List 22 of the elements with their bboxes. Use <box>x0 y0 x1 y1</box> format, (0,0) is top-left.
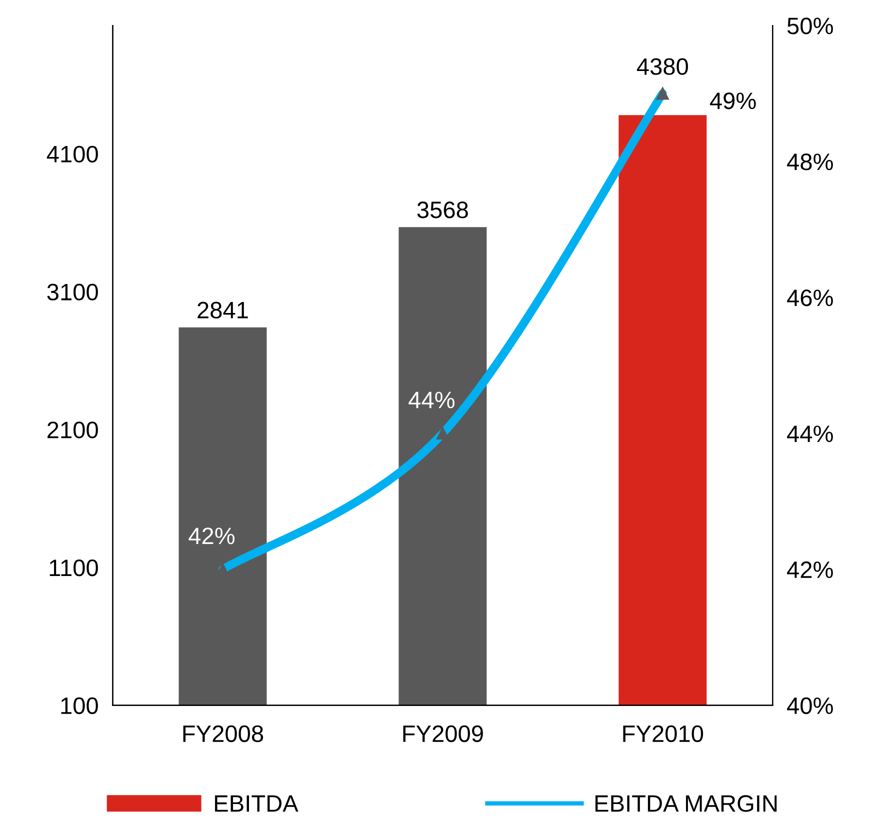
y-tick-label: 2100 <box>48 422 98 438</box>
y2-tick-label: 50% <box>787 18 833 34</box>
y2-tick-label: 44% <box>787 426 833 442</box>
data-label: 2841 <box>198 302 248 319</box>
data-label: 44% <box>408 392 454 408</box>
y2-tick-label: 48% <box>787 154 833 170</box>
data-label: 4380 <box>636 58 688 75</box>
data-label: 49% <box>710 92 756 110</box>
x-tick-label: FY2009 <box>403 725 483 742</box>
x-tick-label: FY2010 <box>623 725 704 742</box>
y-tick-label: 4100 <box>46 146 98 163</box>
y2-tick-label: 46% <box>787 290 833 306</box>
data-label: 3568 <box>417 202 468 218</box>
y-tick-label: 1100 <box>50 559 98 576</box>
legend-label: EBITDA <box>215 795 298 812</box>
data-label: 42% <box>188 528 235 544</box>
y2-tick-label: 42% <box>787 561 833 578</box>
legend-label: EBITDA MARGIN <box>595 795 777 812</box>
y-tick-label: 100 <box>61 697 98 714</box>
y2-tick-label: 40% <box>787 697 833 714</box>
x-tick-label: FY2008 <box>183 725 264 742</box>
y-tick-label: 3100 <box>47 284 98 300</box>
